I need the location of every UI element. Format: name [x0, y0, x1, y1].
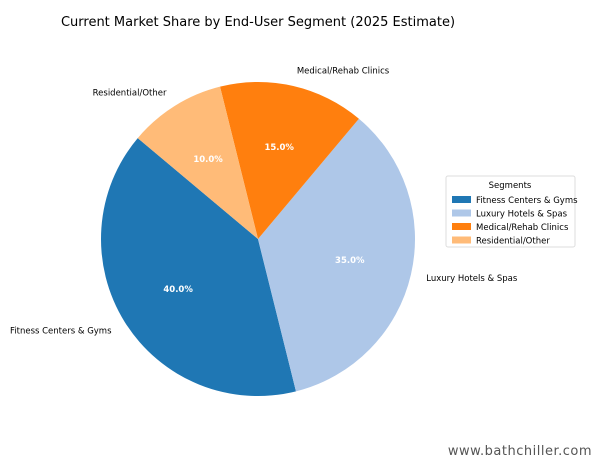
chart-title: Current Market Share by End-User Segment…: [61, 15, 455, 30]
legend-entry: Fitness Centers & Gyms: [476, 196, 578, 206]
legend-swatch: [452, 223, 471, 230]
pie-slice-medical-rehab-clinics: [220, 82, 359, 239]
pie-category-label: Luxury Hotels & Spas: [426, 274, 518, 284]
legend-entry: Residential/Other: [476, 237, 550, 247]
legend-frame: [445, 175, 576, 248]
legend-swatch: [452, 236, 471, 244]
pie-slice-fitness-centers-gyms: [100, 138, 296, 397]
pie-value-label: 15.0%: [264, 143, 294, 153]
watermark: www.bathchiller.com: [448, 444, 592, 459]
pie-value-label: 35.0%: [335, 256, 365, 266]
legend-entry: Medical/Rehab Clinics: [476, 223, 569, 233]
pie-category-label: Residential/Other: [93, 89, 167, 99]
legend-swatch: [452, 196, 471, 203]
legend: Segments Fitness Centers & Gyms Luxury Ho…: [445, 175, 578, 248]
pie-slice-residential-other: [137, 86, 258, 239]
legend-title: Segments: [489, 181, 532, 191]
pie-value-label: 10.0%: [193, 155, 223, 165]
pie-slice-luxury-hotels-spas: [258, 118, 416, 392]
pie-category-label: Fitness Centers & Gyms: [10, 327, 112, 337]
pie-category-label: Medical/Rehab Clinics: [297, 67, 390, 77]
pie-value-label: 40.0%: [163, 285, 193, 295]
legend-entry: Luxury Hotels & Spas: [476, 210, 568, 220]
legend-swatch: [452, 209, 471, 217]
